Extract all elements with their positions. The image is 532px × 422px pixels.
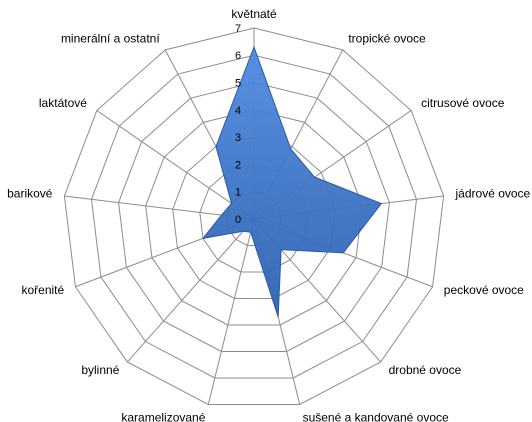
category-label: karamelizované <box>121 410 205 422</box>
tick-label: 6 <box>235 50 241 62</box>
grid-ring <box>63 27 445 405</box>
tick-label: 4 <box>235 105 241 117</box>
category-label: peckové ovoce <box>444 283 524 297</box>
category-label: laktátové <box>39 96 87 110</box>
spoke <box>207 218 255 405</box>
tick-label: 7 <box>235 23 241 35</box>
category-label: drobné ovoce <box>389 363 462 377</box>
category-label: citrusové ovoce <box>421 96 505 110</box>
spoke <box>96 110 255 220</box>
category-label: jádrové ovoce <box>455 187 531 201</box>
tick-label: 3 <box>235 132 241 144</box>
category-label: bylinné <box>81 363 119 377</box>
category-label: kořenité <box>21 283 64 297</box>
spoke <box>126 218 255 363</box>
tick-label: 2 <box>235 159 241 171</box>
grid-ring <box>90 54 418 379</box>
grid-ring <box>145 109 363 326</box>
tick-label: 1 <box>235 187 241 199</box>
category-label: barikové <box>7 187 53 201</box>
category-label: sušené a kandované ovoce <box>303 410 449 422</box>
grid-ring <box>118 82 390 352</box>
grid-ring <box>172 136 336 299</box>
data-area <box>201 45 383 318</box>
category-label: květnaté <box>231 7 277 21</box>
category-label: tropické ovoce <box>348 31 426 45</box>
category-label: minerální a ostatní <box>61 31 160 45</box>
tick-label: 5 <box>235 77 241 89</box>
tick-label: 0 <box>235 214 241 226</box>
